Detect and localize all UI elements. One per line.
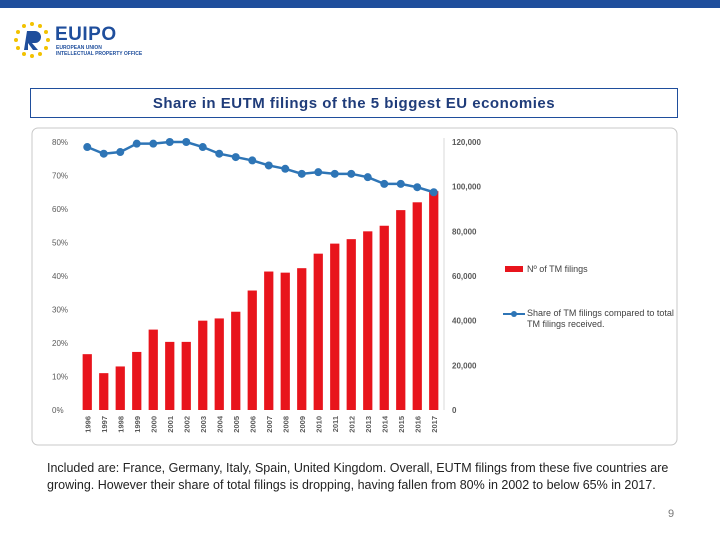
top-band (0, 0, 720, 8)
y2-tick-label: 0 (452, 406, 457, 415)
bar (313, 253, 323, 410)
line-marker (347, 169, 356, 178)
logo-subtitle-line: EUROPEAN UNION (56, 45, 102, 51)
y2-tick-label: 100,000 (452, 183, 481, 192)
y-tick-label: 60% (52, 205, 68, 214)
y2-tick-label: 40,000 (452, 317, 477, 326)
bar (396, 210, 406, 410)
line-marker (380, 179, 389, 188)
bar (247, 290, 257, 410)
line-marker (281, 164, 290, 173)
line-marker (413, 183, 422, 192)
bar (429, 191, 439, 410)
bar (363, 231, 373, 410)
logo-icon (14, 22, 50, 58)
x-tick-label: 2005 (232, 416, 241, 433)
bar (165, 341, 175, 410)
line-marker (149, 139, 158, 148)
legend-label: Nº of TM filings (527, 264, 588, 274)
bar (379, 225, 389, 410)
bar (132, 351, 142, 410)
logo-subtitle: EUROPEAN UNION INTELLECTUAL PROPERTY OFF… (56, 45, 142, 57)
line-marker (165, 138, 174, 146)
bar (198, 320, 208, 410)
bar (297, 268, 307, 410)
x-tick-label: 2010 (314, 416, 323, 433)
x-tick-label: 2015 (397, 416, 406, 433)
bar (280, 272, 290, 410)
bar (346, 239, 356, 410)
bar (82, 354, 92, 410)
y-tick-label: 20% (52, 339, 68, 348)
line-marker (215, 149, 224, 158)
x-tick-label: 1998 (116, 416, 125, 433)
line-marker (83, 143, 92, 152)
line-marker (182, 138, 191, 146)
x-tick-label: 2001 (166, 416, 175, 433)
x-tick-label: 2003 (199, 416, 208, 433)
y2-tick-label: 120,000 (452, 138, 481, 147)
line-marker (116, 148, 125, 157)
y-tick-label: 40% (52, 272, 68, 281)
x-tick-label: 2006 (248, 416, 257, 433)
bar (264, 271, 274, 410)
legend-swatch-marker (511, 311, 517, 317)
line-marker (248, 156, 257, 165)
caption: Included are: France, Germany, Italy, Sp… (47, 461, 669, 492)
x-tick-label: 2007 (265, 416, 274, 433)
logo-subtitle-line: INTELLECTUAL PROPERTY OFFICE (56, 51, 143, 57)
bar (412, 202, 422, 410)
x-tick-label: 2002 (182, 416, 191, 433)
x-tick-label: 2016 (413, 416, 422, 433)
x-tick-label: 2017 (430, 416, 439, 433)
x-tick-label: 2012 (347, 416, 356, 433)
x-tick-label: 1999 (133, 416, 142, 433)
y-tick-label: 30% (52, 306, 68, 315)
line-marker (264, 161, 273, 170)
x-tick-label: 2008 (281, 416, 290, 433)
x-tick-label: 2014 (380, 415, 389, 433)
bar (330, 243, 340, 410)
line-marker (198, 143, 207, 152)
page-number: 9 (668, 508, 675, 520)
y2-tick-label: 60,000 (452, 272, 477, 281)
line-marker (314, 168, 323, 177)
line-marker (99, 149, 108, 158)
x-tick-label: 2013 (364, 416, 373, 433)
bar (99, 373, 109, 410)
bar (214, 318, 224, 410)
y2-tick-label: 80,000 (452, 227, 477, 236)
line-marker (297, 169, 306, 178)
y-tick-label: 50% (52, 239, 68, 248)
line-marker (231, 153, 240, 162)
slide-title: Share in EUTM filings of the 5 biggest E… (30, 88, 678, 118)
bar (115, 366, 125, 410)
x-tick-label: 2009 (298, 416, 307, 433)
bar (148, 329, 158, 410)
logo-text: EUIPO (55, 24, 117, 45)
y2-tick-label: 20,000 (452, 361, 477, 370)
line-marker (429, 188, 438, 197)
bar (231, 311, 241, 410)
x-tick-label: 2011 (331, 416, 340, 432)
legend-label: Share of TM filings compared to total TM… (527, 308, 674, 329)
line-marker (132, 139, 141, 148)
x-tick-label: 1997 (100, 416, 109, 433)
line (86, 140, 435, 194)
line-marker (363, 173, 372, 182)
line-marker (396, 179, 405, 188)
x-tick-label: 2000 (149, 416, 158, 433)
y-tick-label: 0% (52, 406, 64, 415)
y-tick-label: 80% (52, 138, 68, 147)
legend-swatch (505, 266, 523, 272)
line-marker (330, 169, 339, 178)
x-tick-label: 1996 (83, 416, 92, 433)
y-tick-label: 10% (52, 373, 68, 382)
x-tick-label: 2004 (215, 415, 224, 433)
y-tick-label: 70% (52, 172, 68, 181)
bar (181, 341, 191, 410)
